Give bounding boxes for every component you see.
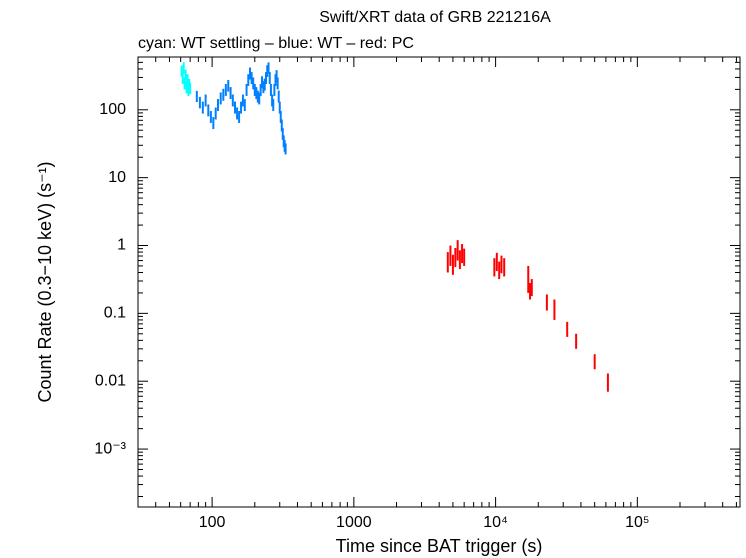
y-tick-label: 0.1 (104, 305, 126, 322)
x-tick-label: 10⁴ (483, 514, 508, 531)
y-tick-label: 10⁻³ (94, 440, 126, 457)
y-tick-label: 1 (117, 237, 126, 254)
y-axis-label: Count Rate (0.3−10 keV) (s⁻¹) (35, 161, 55, 402)
chart-title: Swift/XRT data of GRB 221216A (319, 9, 551, 26)
chart-subtitle: cyan: WT settling – blue: WT – red: PC (138, 35, 414, 52)
y-tick-label: 0.01 (95, 372, 126, 389)
x-axis-label: Time since BAT trigger (s) (336, 536, 543, 556)
y-tick-label: 10 (108, 169, 126, 186)
x-tick-label: 100 (199, 514, 226, 531)
plot-frame (137, 56, 741, 508)
x-tick-label: 1000 (336, 514, 372, 531)
y-tick-label: 100 (99, 101, 126, 118)
x-tick-label: 10⁵ (625, 514, 649, 531)
